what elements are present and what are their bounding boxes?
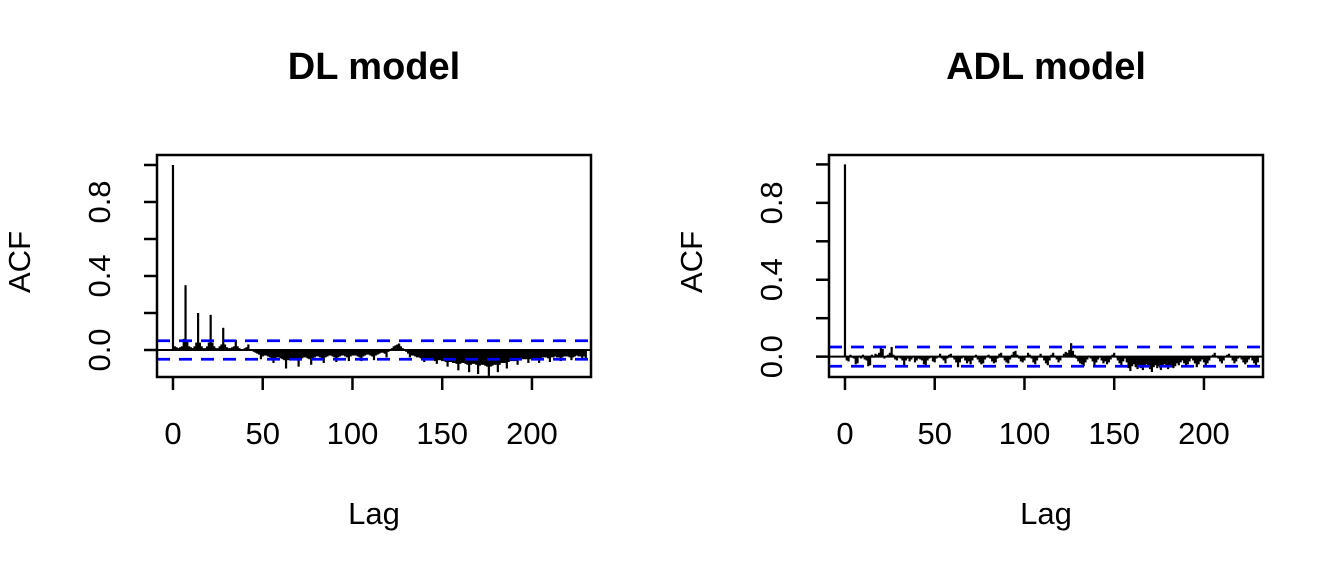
y-tick-label: 0.4 [82,254,117,297]
x-axis-label: Lag [348,496,400,531]
adl-model-acf-plot: 0 50 100 150 200 0.0 0.4 0.8 ADL model Lag ACF [674,46,1265,531]
x-tick-label: 200 [1178,416,1230,451]
x-tick-label: 0 [836,416,853,451]
x-tick-label: 50 [245,416,279,451]
y-axis-label: ACF [2,231,37,293]
x-tick-label: 150 [416,416,468,451]
y-axis-label: ACF [674,231,709,293]
x-tick-label: 200 [506,416,558,451]
dl-model-acf-plot: 0 50 100 150 200 0.0 0.4 0.8 DL model Lag ACF [2,46,593,531]
y-tick-label: 0.8 [82,180,117,223]
y-tick-label: 0.0 [754,335,789,378]
x-tick-label: 150 [1088,416,1140,451]
x-axis-label: Lag [1020,496,1072,531]
y-tick-label: 0.0 [82,328,117,371]
x-tick-label: 50 [917,416,951,451]
x-tick-label: 0 [164,416,181,451]
plot-title: DL model [288,46,460,88]
x-tick-label: 100 [327,416,379,451]
panel-adl-model: 0 50 100 150 200 0.0 0.4 0.8 ADL model Lag ACF [672,0,1344,576]
plot-title: ADL model [946,46,1146,88]
y-tick-label: 0.4 [754,258,789,301]
panel-dl-model: 0 50 100 150 200 0.0 0.4 0.8 DL model Lag ACF [2,46,593,531]
plot-area: 0 50 100 150 200 0.0 0.4 0.8 [82,153,593,451]
x-tick-label: 100 [999,416,1051,451]
y-tick-label: 0.8 [754,181,789,224]
plot-frame [155,153,593,379]
plot-frame [827,153,1265,379]
plot-area: 0 50 100 150 200 0.0 0.4 0.8 [754,153,1265,451]
